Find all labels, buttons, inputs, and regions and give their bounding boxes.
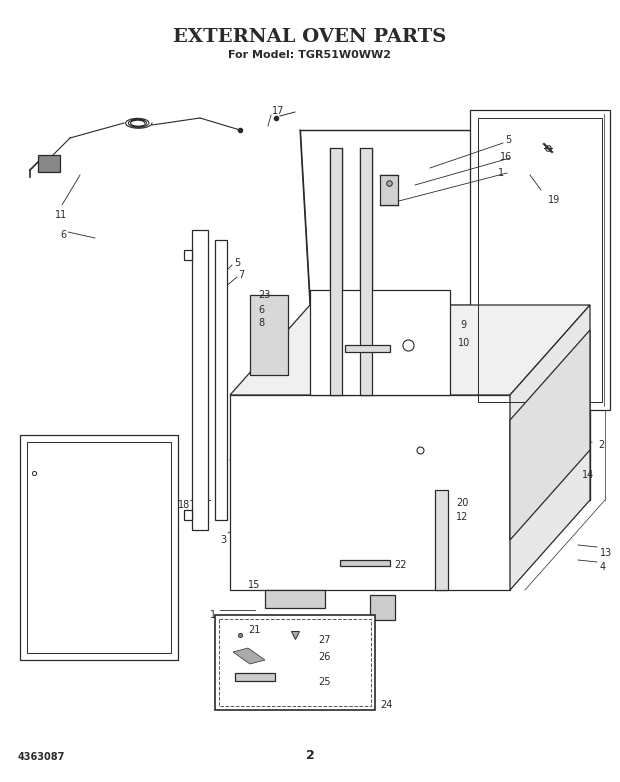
Text: 3: 3 (220, 535, 226, 545)
Text: 8: 8 (258, 318, 264, 328)
Polygon shape (20, 435, 178, 660)
Polygon shape (38, 155, 60, 172)
Polygon shape (310, 290, 450, 395)
Text: 4363087: 4363087 (18, 752, 65, 762)
Text: 5: 5 (505, 135, 511, 145)
Text: 11: 11 (55, 210, 67, 220)
Text: 23: 23 (258, 290, 270, 300)
Text: For Model: TGR51W0WW2: For Model: TGR51W0WW2 (229, 50, 391, 60)
Text: 6: 6 (60, 230, 66, 240)
Text: 15: 15 (248, 580, 260, 590)
Polygon shape (470, 110, 610, 410)
Text: 19: 19 (548, 195, 560, 205)
Text: 18: 18 (178, 500, 190, 510)
Text: 4: 4 (600, 562, 606, 572)
Text: 7: 7 (238, 270, 244, 280)
Text: 1: 1 (498, 168, 504, 178)
Text: 25: 25 (318, 677, 330, 687)
Text: 24: 24 (380, 700, 392, 710)
Polygon shape (370, 595, 395, 620)
Bar (235, 673, 275, 681)
Text: 22: 22 (394, 560, 407, 570)
Polygon shape (360, 148, 372, 395)
Polygon shape (330, 148, 342, 395)
Text: 6: 6 (258, 305, 264, 315)
Bar (345, 345, 390, 352)
Text: 21: 21 (248, 625, 260, 635)
Text: 5: 5 (234, 258, 241, 268)
Polygon shape (192, 230, 208, 530)
Text: 10: 10 (458, 338, 470, 348)
Text: 13: 13 (600, 548, 613, 558)
Text: 1: 1 (210, 610, 216, 620)
Text: 9: 9 (460, 320, 466, 330)
Text: 17: 17 (272, 106, 285, 116)
Polygon shape (510, 330, 590, 540)
Text: 2: 2 (306, 749, 314, 762)
Text: EXTERNAL OVEN PARTS: EXTERNAL OVEN PARTS (174, 28, 446, 46)
Polygon shape (184, 250, 192, 260)
Text: eReplacementParts.com: eReplacementParts.com (234, 414, 386, 426)
Polygon shape (215, 240, 227, 520)
Polygon shape (250, 295, 288, 375)
Text: 2: 2 (598, 440, 604, 450)
Bar (219, 619, 371, 706)
Polygon shape (380, 175, 398, 205)
Text: 14: 14 (582, 470, 594, 480)
Text: 16: 16 (500, 152, 512, 162)
Polygon shape (300, 130, 590, 305)
Polygon shape (184, 510, 192, 520)
Bar (340, 560, 390, 566)
Bar (215, 615, 375, 710)
Polygon shape (230, 395, 510, 590)
Text: 27: 27 (318, 635, 330, 645)
Polygon shape (233, 648, 265, 664)
Text: 20: 20 (456, 498, 468, 508)
Polygon shape (510, 305, 590, 590)
Polygon shape (230, 305, 590, 395)
Polygon shape (310, 305, 590, 500)
Text: 26: 26 (318, 652, 330, 662)
Polygon shape (435, 490, 448, 590)
Polygon shape (265, 590, 325, 608)
Text: 12: 12 (456, 512, 468, 522)
